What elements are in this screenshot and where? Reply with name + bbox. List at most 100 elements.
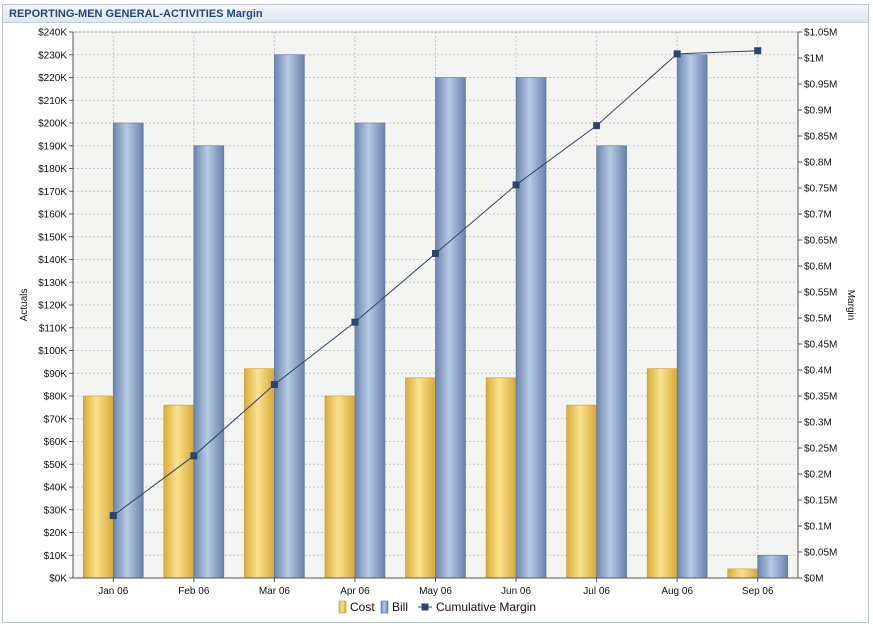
cumulative-margin-point [270,381,278,389]
y-tick-label: $20K [44,528,68,539]
bar-cost [727,568,759,579]
cumulative-margin-point [673,50,681,58]
y2-tick-label: $0.2M [804,470,832,481]
bar-cost [405,377,436,579]
y-tick-label: $60K [44,437,68,448]
y-tick-label: $120K [38,301,67,312]
y2-tick-label: $0.6M [804,262,832,273]
y-tick-label: $230K [38,50,67,61]
y2-tick-label: $0M [804,574,823,585]
bar-bill [757,554,789,579]
y2-tick-label: $0.5M [804,314,832,325]
x-tick-label: Aug 06 [661,586,693,597]
bar-bill [515,77,547,579]
bar-cost [324,395,356,579]
y2-tick-label: $0.55M [804,288,837,299]
bar-cost [82,395,114,579]
legend-marker-margin [421,603,429,611]
y2-tick-label: $0.75M [804,184,837,195]
y-tick-label: $200K [38,119,67,130]
bar-cost [566,404,597,579]
y2-axis-title: Margin [845,290,856,321]
y-tick-label: $140K [38,255,67,266]
y2-tick-label: $0.7M [804,210,832,221]
y2-tick-label: $0.9M [804,106,832,117]
y-tick-label: $50K [44,460,68,471]
x-tick-label: Jan 06 [98,586,128,597]
y2-tick-label: $0.25M [804,444,837,455]
line-series [109,47,762,520]
y2-tick-label: $0.4M [804,366,832,377]
x-tick-label: Feb 06 [178,586,210,597]
y-axis-title: Actuals [19,289,30,322]
y2-tick-label: $0.35M [804,392,837,403]
legend-label-cost: Cost [350,600,375,614]
cumulative-margin-point [512,181,520,189]
y-tick-label: $70K [44,414,68,425]
x-tick-label: Apr 06 [340,586,370,597]
x-tick-label: Jun 06 [501,586,531,597]
cumulative-margin-point [754,47,762,55]
y-tick-label: $100K [38,346,67,357]
legend-swatch-bill [380,600,389,614]
bar-bill [274,54,305,579]
y-tick-label: $40K [44,483,68,494]
panel-header: REPORTING-MEN GENERAL-ACTIVITIES Margin [3,5,868,23]
y-tick-label: $30K [44,505,68,516]
x-tick-label: Mar 06 [259,586,291,597]
bar-bill [676,54,708,579]
x-tick-label: Jul 06 [583,586,610,597]
y2-tick-label: $0.3M [804,418,832,429]
y-tick-label: $90K [44,369,68,380]
y-tick-label: $220K [38,73,67,84]
cumulative-margin-point [190,452,198,460]
bar-bill [435,77,466,579]
y2-tick-label: $0.65M [804,236,837,247]
cumulative-margin-point [593,122,601,130]
y2-tick-label: $0.95M [804,80,837,91]
legend-label-bill: Bill [392,600,408,614]
y2-tick-label: $0.05M [804,548,837,559]
bar-cost [485,377,517,579]
right-axis-ticks: $0M $0.05M $0.1M $0.15M $0.2M $0.25M $0.3M $0.3… [797,28,837,585]
y2-tick-label: $0.85M [804,132,837,143]
y2-tick-label: $0.45M [804,340,837,351]
bar-bill [193,145,225,579]
y-tick-label: $0K [49,574,67,585]
y-tick-label: $160K [38,210,67,221]
left-axis-ticks: $0K $10K $20K $30K $40K $50K $60K $70K $80K $90K $… [38,28,74,585]
cumulative-margin-point [432,250,439,258]
y-tick-label: $170K [38,187,67,198]
y2-tick-label: $0.8M [804,158,832,169]
bar-cost [244,368,275,579]
y2-tick-label: $0.15M [804,496,837,507]
y-tick-label: $80K [44,392,68,403]
y-tick-label: $10K [44,551,68,562]
y-tick-label: $130K [38,278,67,289]
bar-bill [354,122,386,579]
x-axis-ticks: Jan 06 Feb 06 Mar 06 Apr 06 May 06 Jun 06 Jul … [73,577,798,597]
panel-title: REPORTING-MEN GENERAL-ACTIVITIES Margin [9,8,263,20]
y2-tick-label: $0.1M [804,522,832,533]
y-tick-label: $190K [38,141,67,152]
y-tick-label: $110K [39,323,68,334]
bar-series [82,54,789,579]
y2-tick-label: $1M [804,54,823,65]
legend: Cost Bill Cumulative Margin [338,600,536,614]
cumulative-margin-point [109,512,117,520]
cumulative-margin-point [351,318,359,326]
bar-cost [163,404,195,579]
x-tick-label: May 06 [419,586,452,597]
bar-cost [646,368,678,579]
y2-tick-label: $1.05M [804,28,837,39]
legend-label-margin: Cumulative Margin [436,600,536,614]
bar-bill [596,145,627,579]
legend-swatch-cost [338,600,347,614]
x-tick-label: Sep 06 [742,586,774,597]
bar-bill [112,122,144,579]
y-tick-label: $240K [38,28,67,39]
y-tick-label: $150K [38,232,67,243]
y-tick-label: $180K [38,164,67,175]
y-tick-label: $210K [38,96,67,107]
